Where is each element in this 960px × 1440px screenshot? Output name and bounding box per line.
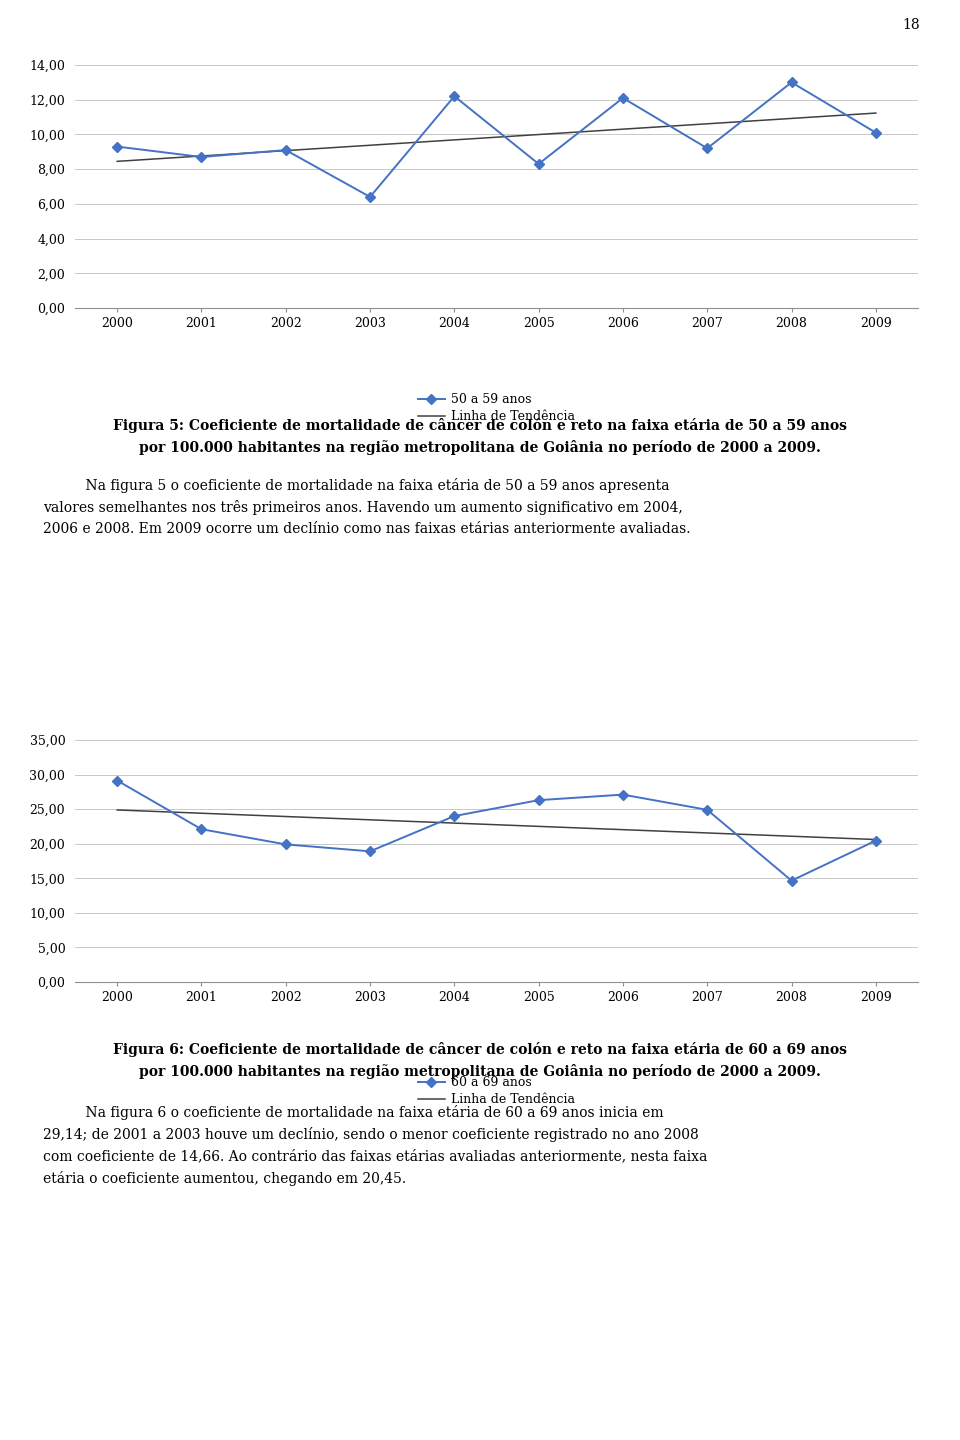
Legend: 60 a 69 anos, Linha de Tendência: 60 a 69 anos, Linha de Tendência: [418, 1076, 575, 1106]
Text: Na figura 5 o coeficiente de mortalidade na faixa etária de 50 a 59 anos apresen: Na figura 5 o coeficiente de mortalidade…: [68, 478, 669, 492]
Text: 2006 e 2008. Em 2009 ocorre um declínio como nas faixas etárias anteriormente av: 2006 e 2008. Em 2009 ocorre um declínio …: [43, 521, 690, 536]
Text: 18: 18: [902, 17, 920, 32]
Legend: 50 a 59 anos, Linha de Tendência: 50 a 59 anos, Linha de Tendência: [418, 393, 575, 423]
Text: por 100.000 habitantes na região metropolitana de Goiânia no período de 2000 a 2: por 100.000 habitantes na região metropo…: [139, 1064, 821, 1079]
Text: Figura 5: Coeficiente de mortalidade de câncer de colón e reto na faixa etária d: Figura 5: Coeficiente de mortalidade de …: [113, 418, 847, 433]
Text: com coeficiente de 14,66. Ao contrário das faixas etárias avaliadas anteriorment: com coeficiente de 14,66. Ao contrário d…: [43, 1149, 708, 1164]
Text: etária o coeficiente aumentou, chegando em 20,45.: etária o coeficiente aumentou, chegando …: [43, 1171, 406, 1187]
Text: 29,14; de 2001 a 2003 houve um declínio, sendo o menor coeficiente registrado no: 29,14; de 2001 a 2003 houve um declínio,…: [43, 1128, 699, 1142]
Text: por 100.000 habitantes na região metropolitana de Goiânia no período de 2000 a 2: por 100.000 habitantes na região metropo…: [139, 441, 821, 455]
Text: valores semelhantes nos três primeiros anos. Havendo um aumento significativo em: valores semelhantes nos três primeiros a…: [43, 500, 683, 516]
Text: Figura 6: Coeficiente de mortalidade de câncer de colón e reto na faixa etária d: Figura 6: Coeficiente de mortalidade de …: [113, 1043, 847, 1057]
Text: Na figura 6 o coeficiente de mortalidade na faixa etária de 60 a 69 anos inicia : Na figura 6 o coeficiente de mortalidade…: [68, 1104, 663, 1120]
